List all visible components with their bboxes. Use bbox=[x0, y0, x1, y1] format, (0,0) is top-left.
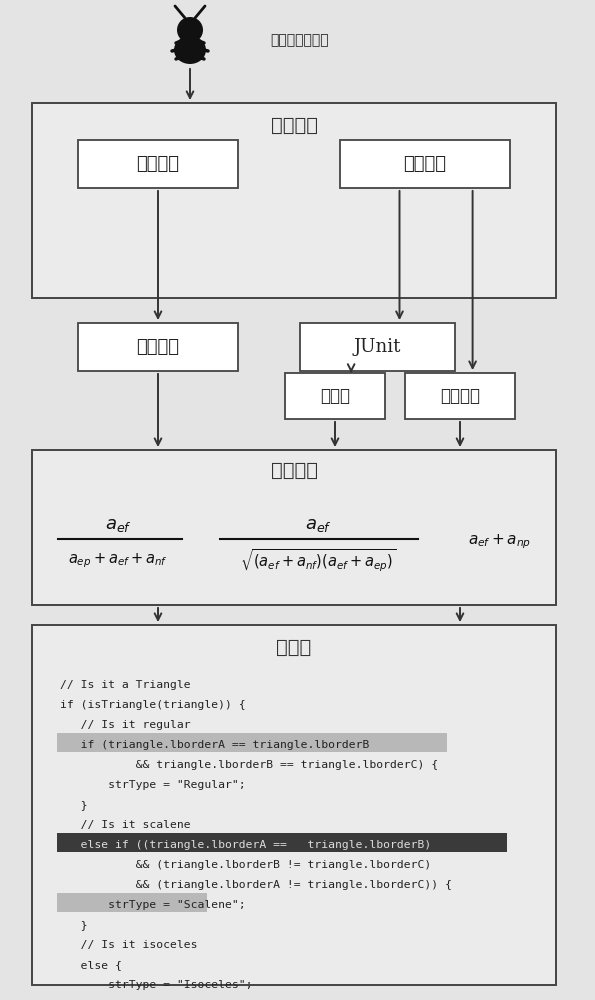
Bar bbox=[57, 733, 447, 752]
Text: $\sqrt{(a_{ef}+a_{nf})(a_{ef}+a_{ep})}$: $\sqrt{(a_{ef}+a_{nf})(a_{ef}+a_{ep})}$ bbox=[240, 548, 396, 574]
Text: if (triangle.lborderA == triangle.lborderB: if (triangle.lborderA == triangle.lborde… bbox=[60, 740, 369, 750]
Text: 控制流图: 控制流图 bbox=[136, 338, 180, 356]
Text: 覆盖率: 覆盖率 bbox=[320, 387, 350, 405]
Bar bbox=[340, 140, 510, 188]
Text: && (triangle.lborderA != triangle.lborderC)) {: && (triangle.lborderA != triangle.lborde… bbox=[60, 880, 452, 890]
Text: 可视化: 可视化 bbox=[276, 638, 312, 656]
Text: && triangle.lborderB == triangle.lborderC) {: && triangle.lborderB == triangle.lborder… bbox=[60, 760, 438, 770]
Text: strType = "Scalene";: strType = "Scalene"; bbox=[60, 900, 246, 910]
Text: }: } bbox=[60, 920, 87, 930]
Text: // Is it regular: // Is it regular bbox=[60, 720, 190, 730]
Text: else if ((triangle.lborderA ==   triangle.lborderB): else if ((triangle.lborderA == triangle.… bbox=[60, 840, 431, 850]
Bar bbox=[78, 323, 238, 371]
Text: // Is it a Triangle: // Is it a Triangle bbox=[60, 680, 190, 690]
Bar bbox=[78, 140, 238, 188]
Text: 频谱分析: 频谱分析 bbox=[271, 460, 318, 480]
Bar bbox=[405, 373, 515, 419]
Text: $a_{ef}+a_{np}$: $a_{ef}+a_{np}$ bbox=[468, 533, 531, 551]
Text: // Is it isoceles: // Is it isoceles bbox=[60, 940, 198, 950]
Text: $a_{ef}$: $a_{ef}$ bbox=[105, 516, 131, 534]
Text: 包含缺陷的程序: 包含缺陷的程序 bbox=[270, 33, 328, 47]
Text: && (triangle.lborderB != triangle.lborderC): && (triangle.lborderB != triangle.lborde… bbox=[60, 860, 431, 870]
Circle shape bbox=[177, 17, 203, 43]
Bar bbox=[32, 103, 556, 298]
Bar bbox=[32, 625, 556, 985]
Bar bbox=[300, 323, 455, 371]
Text: $a_{ep}+a_{ef}+a_{nf}$: $a_{ep}+a_{ef}+a_{nf}$ bbox=[68, 552, 168, 570]
Text: // Is it scalene: // Is it scalene bbox=[60, 820, 190, 830]
Text: 分析工具: 分析工具 bbox=[271, 115, 318, 134]
Bar bbox=[57, 833, 507, 852]
Bar bbox=[285, 373, 385, 419]
Text: $a_{ef}$: $a_{ef}$ bbox=[305, 516, 331, 534]
Bar bbox=[57, 893, 207, 912]
Text: 执行结果: 执行结果 bbox=[440, 387, 480, 405]
Text: else {: else { bbox=[60, 960, 122, 970]
Text: 动态分析: 动态分析 bbox=[403, 155, 446, 173]
Bar bbox=[32, 450, 556, 605]
Text: 静态分析: 静态分析 bbox=[136, 155, 180, 173]
Text: }: } bbox=[60, 800, 87, 810]
Text: strType = "Regular";: strType = "Regular"; bbox=[60, 780, 246, 790]
Text: if (isTriangle(triangle)) {: if (isTriangle(triangle)) { bbox=[60, 700, 246, 710]
Text: strType = "Isoceles";: strType = "Isoceles"; bbox=[60, 980, 252, 990]
Ellipse shape bbox=[174, 36, 206, 64]
Text: JUnit: JUnit bbox=[354, 338, 401, 356]
